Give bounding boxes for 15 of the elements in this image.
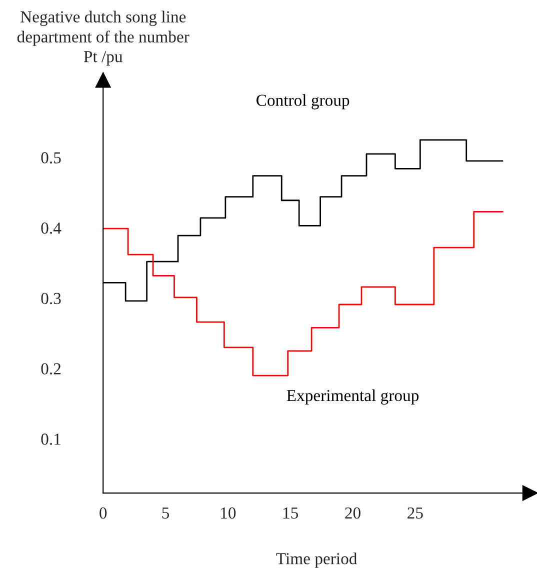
y-tick-label: 0.2 [41, 363, 61, 375]
series-label: Experimental group [286, 389, 419, 405]
y-tick-label: 0.4 [41, 222, 62, 234]
x-tick-label: 25 [408, 507, 423, 519]
x-tick-label: 0 [100, 507, 107, 519]
x-axis-title: Time period [276, 552, 358, 568]
x-tick-label: 20 [345, 507, 360, 519]
x-tick-label: 10 [221, 507, 236, 519]
y-tick-label: 0.5 [41, 152, 61, 164]
x-tick-label: 15 [283, 507, 298, 519]
y-tick-label: 0.3 [41, 292, 61, 304]
text: Control group [256, 94, 350, 110]
x-tick-label: 5 [162, 508, 170, 519]
y-axis-title: Negative dutch song line department of the number Pt /pu [17, 10, 190, 66]
y-tick-label: 0.1 [41, 434, 60, 445]
